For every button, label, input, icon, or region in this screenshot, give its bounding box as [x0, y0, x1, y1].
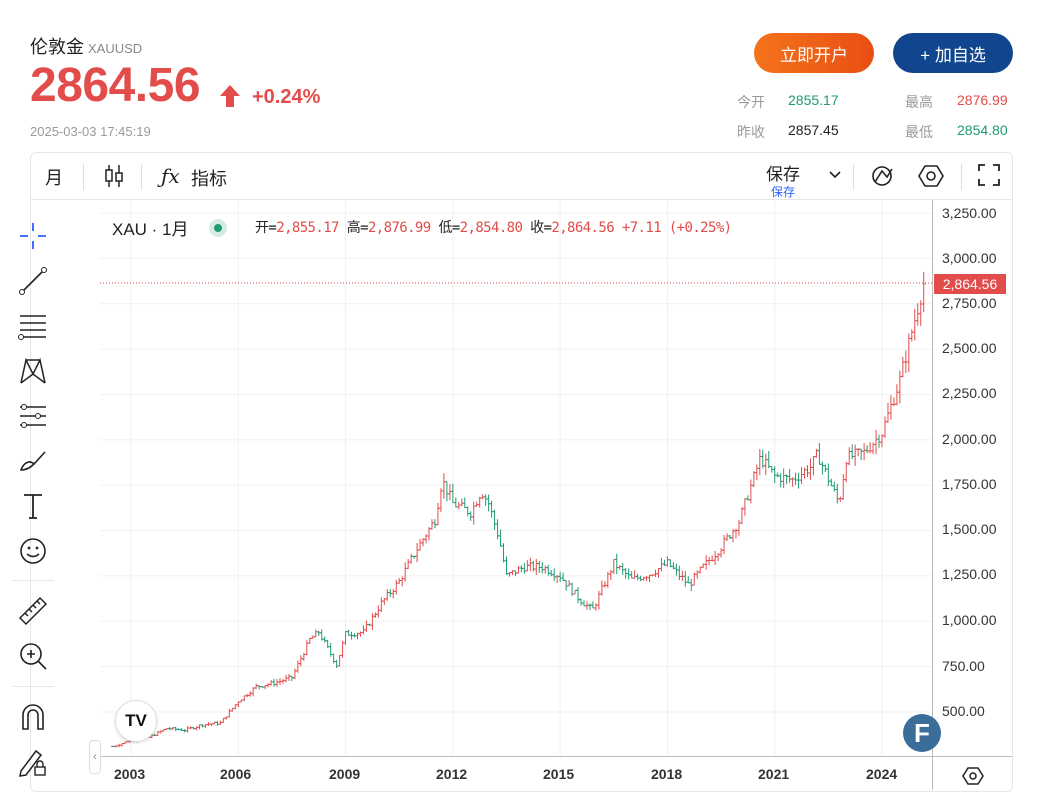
collapse-sidebar-button[interactable]: ‹ [89, 740, 101, 774]
high-label: 最高 [905, 94, 933, 110]
low-value: 2854.80 [957, 122, 1008, 138]
chevron-down-icon[interactable] [828, 170, 842, 180]
change-value: +7.11 (+0.25%) [621, 220, 732, 236]
up-arrow-icon [220, 85, 240, 107]
y-tick: 1,000.00 [942, 612, 997, 628]
y-tick: 2,000.00 [942, 431, 997, 447]
h-label: 高= [346, 220, 369, 236]
text-icon[interactable] [16, 489, 50, 523]
chart-legend: XAU · 1月 [112, 215, 227, 240]
sidebar-divider [12, 580, 54, 581]
sidebar-divider [12, 686, 54, 687]
pattern-icon[interactable] [16, 354, 50, 388]
y-tick: 500.00 [942, 703, 985, 719]
toolbar-divider [961, 164, 962, 190]
h-value: 2,876.99 [367, 220, 431, 236]
y-tick: 2,750.00 [942, 295, 997, 311]
x-tick: 2024 [866, 766, 898, 782]
l-value: 2,854.80 [459, 220, 523, 236]
magnet-icon[interactable] [16, 700, 50, 734]
y-tick: 750.00 [942, 658, 985, 674]
brand-logo: F [903, 714, 941, 752]
axis-settings-icon[interactable] [962, 765, 984, 787]
x-tick: 2012 [436, 766, 468, 782]
timestamp: 2025-03-03 17:45:19 [30, 124, 151, 139]
low-label: 最低 [905, 124, 933, 140]
chart-toolbar [30, 152, 1013, 200]
c-value: 2,864.56 [551, 220, 615, 236]
zoom-in-icon[interactable] [16, 639, 50, 673]
crosshair-icon[interactable] [16, 219, 50, 253]
price-axis-line [932, 200, 933, 790]
open-value: 2855.17 [788, 92, 839, 108]
price-chart[interactable] [100, 200, 933, 756]
ruler-icon[interactable] [16, 594, 50, 628]
save-sublabel: 保存 [770, 185, 795, 199]
x-tick: 2003 [114, 766, 146, 782]
interval-selector[interactable]: 月 [45, 168, 63, 188]
time-axis-line [100, 756, 1012, 757]
y-tick: 2,500.00 [942, 340, 997, 356]
x-tick: 2015 [543, 766, 575, 782]
ohlc-readout: 开=2,855.17 高=2,876.99 低=2,854.80 收=2,864… [255, 217, 732, 237]
candles-icon[interactable] [103, 163, 125, 189]
fullscreen-icon[interactable] [977, 163, 1001, 187]
x-tick: 2009 [329, 766, 361, 782]
current-price: 2864.56 [30, 59, 201, 112]
fx-icon[interactable]: ƒx [161, 164, 180, 188]
last-price-tag: 2,864.56 [934, 274, 1006, 294]
x-tick: 2021 [758, 766, 790, 782]
prev-close-label: 昨收 [737, 124, 765, 140]
prev-close-value: 2857.45 [788, 122, 839, 138]
trend-line-icon[interactable] [16, 264, 50, 298]
y-tick: 3,000.00 [942, 250, 997, 266]
y-tick: 1,500.00 [942, 521, 997, 537]
c-label: 收= [530, 220, 552, 236]
y-tick: 1,750.00 [942, 476, 997, 492]
add-watchlist-button[interactable]: + 加自选 [893, 33, 1013, 73]
open-account-button[interactable]: 立即开户 [754, 33, 874, 73]
instrument-code: XAUUSD [88, 41, 143, 56]
prediction-icon[interactable] [16, 399, 50, 433]
toolbar-divider [141, 164, 142, 190]
o-label: 开= [255, 220, 277, 236]
change-percent: +0.24% [252, 86, 321, 108]
legend-symbol: XAU · 1月 [112, 220, 189, 239]
x-tick: 2018 [651, 766, 683, 782]
y-tick: 2,250.00 [942, 385, 997, 401]
emoji-icon[interactable] [16, 534, 50, 568]
toolbar-divider [83, 164, 84, 190]
y-tick: 1,250.00 [942, 566, 997, 582]
open-label: 今开 [737, 94, 765, 110]
indicators-button[interactable]: 指标 [191, 169, 227, 189]
settings-icon[interactable] [917, 162, 945, 190]
brush-icon[interactable] [16, 444, 50, 478]
o-value: 2,855.17 [276, 220, 339, 236]
x-tick: 2006 [220, 766, 252, 782]
save-button[interactable]: 保存 保存 [763, 160, 803, 200]
market-status-icon [208, 218, 227, 237]
fib-icon[interactable] [16, 309, 50, 343]
lock-drawing-icon[interactable] [16, 745, 50, 779]
high-value: 2876.99 [957, 92, 1008, 108]
toolbar-divider [853, 164, 854, 190]
l-label: 低= [438, 220, 460, 236]
instrument-name: 伦敦金 XAUUSD [30, 33, 142, 59]
y-tick: 3,250.00 [942, 205, 997, 221]
save-label: 保存 [766, 165, 800, 184]
tradingview-logo[interactable]: TV [115, 700, 157, 742]
alert-icon[interactable] [870, 162, 896, 190]
instrument-title: 伦敦金 [30, 37, 84, 57]
